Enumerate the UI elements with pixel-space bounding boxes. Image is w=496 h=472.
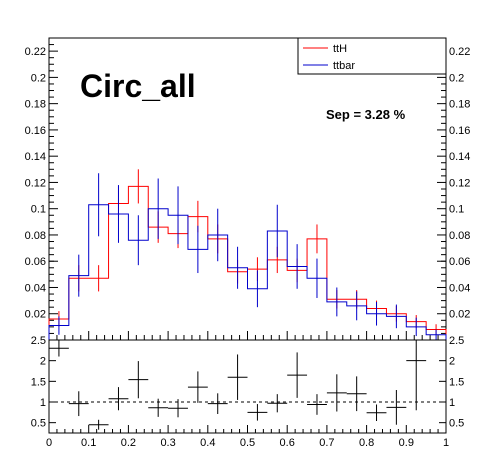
legend-label-tth: ttH [333, 43, 347, 55]
ratio-y-tick-label-left: 2.5 [31, 335, 46, 347]
ratio-y-tick-label-left: 0.5 [31, 418, 46, 430]
upper-y-tick-label-left: 0.02 [25, 309, 46, 321]
upper-y-tick-label-right: 0.2 [449, 72, 464, 84]
upper-y-tick-label-left: 0.1 [31, 204, 46, 216]
ratio-x-tick-label: 0.9 [399, 437, 414, 449]
ratio-x-tick-label: 0.3 [160, 437, 175, 449]
upper-y-tick-label-left: 0.06 [25, 256, 46, 268]
ratio-x-tick-label: 0 [46, 437, 52, 449]
separation-annotation: Sep = 3.28 % [326, 107, 406, 122]
upper-y-tick-label-right: 0.18 [449, 99, 470, 111]
chart-title: Circ_all [80, 68, 196, 104]
ratio-y-tick-label-right: 1 [449, 397, 455, 409]
legend-label-ttbar: ttbar [333, 60, 355, 72]
upper-y-tick-label-right: 0.12 [449, 177, 470, 189]
histogram-ttbar-outline [48, 204, 447, 340]
upper-y-tick-label-left: 0.16 [25, 125, 46, 137]
upper-y-tick-label-left: 0.08 [25, 230, 46, 242]
ratio-y-tick-label-right: 2.5 [449, 335, 464, 347]
upper-y-tick-label-left: 0.18 [25, 99, 46, 111]
upper-y-tick-label-right: 0.08 [449, 230, 470, 242]
upper-y-tick-label-left: 0.22 [25, 46, 46, 58]
ratio-y-tick-label-right: 1.5 [449, 376, 464, 388]
ratio-y-tick-label-left: 2 [40, 356, 46, 368]
upper-y-tick-label-left: 0.12 [25, 177, 46, 189]
ratio-y-tick-label-right: 2 [449, 356, 455, 368]
ratio-x-tick-label: 1 [443, 437, 449, 449]
upper-y-tick-label-right: 0.16 [449, 125, 470, 137]
ratio-x-tick-label: 0.6 [280, 437, 295, 449]
ratio-x-tick-label: 0.2 [121, 437, 136, 449]
ratio-y-tick-label-right: 0.5 [449, 418, 464, 430]
upper-y-axis: 0.02 0.02 0.04 0.04 0.06 0.06 0.08 0.08 0.1 0.1 0.… [25, 44, 470, 334]
upper-y-tick-label-left: 0.14 [25, 151, 46, 163]
upper-y-tick-label-right: 0.04 [449, 282, 470, 294]
upper-y-tick-label-right: 0.02 [449, 309, 470, 321]
ratio-y-axis: 0.5 0.5 1 1 1.5 1.5 2 2 2.5 2.5 [31, 335, 465, 430]
upper-x-axis [48, 331, 447, 340]
histogram-layer [48, 169, 447, 340]
ratio-x-tick-label: 0.1 [81, 437, 96, 449]
ratio-y-tick-label-left: 1 [40, 397, 46, 409]
upper-y-tick-label-left: 0.2 [31, 72, 46, 84]
upper-y-tick-label-left: 0.04 [25, 282, 46, 294]
ratio-x-axis: 0 0.1 0.2 0.3 0.4 0.5 0.6 0.7 0.8 0.9 1 [46, 425, 449, 449]
ratio-x-tick-label: 0.5 [240, 437, 255, 449]
ratio-y-tick-label-left: 1.5 [31, 376, 46, 388]
legend-box [297, 37, 447, 75]
upper-y-tick-label-right: 0.1 [449, 204, 464, 216]
ratio-x-tick-label: 0.4 [200, 437, 215, 449]
legend: ttH ttbar [297, 37, 447, 75]
ratio-layer [49, 340, 446, 430]
upper-y-tick-label-right: 0.22 [449, 46, 470, 58]
ratio-x-tick-label: 0.8 [359, 437, 374, 449]
upper-y-tick-label-right: 0.14 [449, 151, 470, 163]
ratio-x-tick-label: 0.7 [319, 437, 334, 449]
upper-y-tick-label-right: 0.06 [449, 256, 470, 268]
